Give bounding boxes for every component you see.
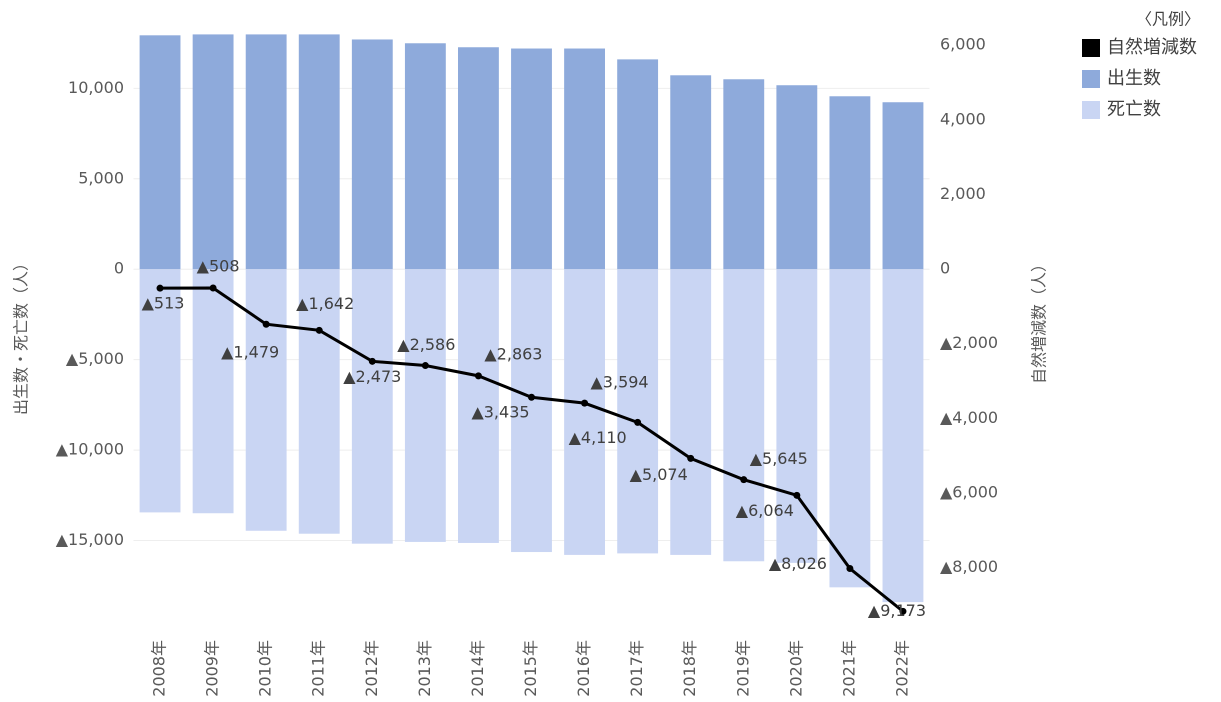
x-tick-label: 2021年 <box>839 640 858 697</box>
line-point <box>581 399 589 407</box>
bar <box>192 34 234 270</box>
x-tick-label: 2019年 <box>733 640 752 697</box>
bar <box>192 269 234 514</box>
data-label: ▲513 <box>142 294 185 313</box>
bar <box>723 269 765 562</box>
bar <box>351 39 393 270</box>
line-point <box>740 476 748 484</box>
line-point <box>793 491 801 499</box>
line-point <box>156 284 164 292</box>
bar <box>245 269 287 531</box>
x-tick-label: 2013年 <box>415 640 434 697</box>
data-label: ▲1,479 <box>221 343 279 362</box>
line-point <box>262 320 270 328</box>
y2-axis-label: 自然増減数（人） <box>1030 256 1049 384</box>
bar <box>617 59 659 270</box>
data-label: ▲2,863 <box>484 344 542 363</box>
data-label: ▲6,064 <box>736 501 794 520</box>
legend-label: 死亡数 <box>1107 99 1161 120</box>
y2-tick-label: ▲4,000 <box>940 408 998 427</box>
bar <box>351 269 393 544</box>
x-tick-label: 2008年 <box>150 640 169 697</box>
bar <box>298 34 340 270</box>
bar <box>829 96 871 270</box>
bar <box>882 269 924 603</box>
data-label: ▲5,074 <box>630 465 688 484</box>
y2-tick-label: 2,000 <box>940 184 986 203</box>
bar <box>139 269 181 513</box>
data-label: ▲3,435 <box>471 403 529 422</box>
bar <box>404 269 446 542</box>
y2-tick-label: ▲6,000 <box>940 482 998 501</box>
y2-tick-label: 4,000 <box>940 109 986 128</box>
bar <box>670 269 712 555</box>
legend-swatch <box>1082 39 1100 57</box>
line-point <box>687 454 695 462</box>
data-label: ▲3,594 <box>591 373 649 392</box>
data-label: ▲1,642 <box>296 294 354 313</box>
y-tick-label: ▲10,000 <box>56 440 124 459</box>
y-tick-label: 5,000 <box>78 168 124 187</box>
y2-tick-label: ▲2,000 <box>940 333 998 352</box>
y-tick-label: 0 <box>114 259 124 278</box>
x-tick-label: 2016年 <box>574 640 593 697</box>
bar <box>829 269 871 588</box>
x-tick-label: 2018年 <box>680 640 699 697</box>
bar <box>511 269 552 553</box>
x-tick-label: 2022年 <box>892 640 911 697</box>
line-point <box>474 372 482 380</box>
x-tick-label: 2011年 <box>309 640 328 697</box>
bar <box>882 102 924 270</box>
x-tick-label: 2010年 <box>256 640 275 697</box>
bar <box>670 75 712 270</box>
bar <box>617 269 659 554</box>
line-point <box>846 565 854 573</box>
data-label: ▲5,645 <box>750 449 808 468</box>
legend-label: 出生数 <box>1107 68 1161 89</box>
bar <box>458 269 499 543</box>
bar <box>564 48 605 270</box>
y2-tick-label: ▲8,000 <box>940 557 998 576</box>
bar <box>404 43 446 270</box>
y-tick-label: 10,000 <box>68 78 124 97</box>
data-label: ▲4,110 <box>569 428 627 447</box>
x-tick-label: 2017年 <box>627 640 646 697</box>
bar <box>723 79 765 270</box>
bar <box>298 269 340 534</box>
data-label: ▲508 <box>197 256 240 275</box>
bar <box>776 85 818 270</box>
bar <box>458 47 499 270</box>
bar <box>564 269 605 555</box>
line-point <box>634 418 642 426</box>
x-tick-label: 2012年 <box>362 640 381 697</box>
x-tick-label: 2014年 <box>468 640 487 697</box>
data-label: ▲9,173 <box>868 601 926 620</box>
line-point <box>315 326 323 334</box>
line-point <box>528 393 535 401</box>
data-label: ▲2,586 <box>397 335 455 354</box>
x-tick-label: 2020年 <box>786 640 805 697</box>
y2-tick-label: 0 <box>940 259 950 278</box>
y-tick-label: ▲15,000 <box>56 530 124 549</box>
bar <box>511 48 552 270</box>
bar <box>245 34 287 270</box>
x-tick-label: 2009年 <box>203 640 222 697</box>
line-point <box>421 362 429 370</box>
bar <box>139 35 181 270</box>
legend-title: 〈凡例〉 <box>1136 10 1200 29</box>
legend-swatch <box>1082 70 1100 88</box>
y-tick-label: ▲5,000 <box>66 349 124 368</box>
y-axis-label: 出生数・死亡数（人） <box>12 255 31 415</box>
line-point <box>368 357 376 365</box>
line-point <box>899 607 907 615</box>
line-point <box>209 284 217 292</box>
legend-label: 自然増減数 <box>1107 37 1197 58</box>
data-label: ▲2,473 <box>343 367 401 386</box>
y2-tick-label: 6,000 <box>940 35 986 54</box>
legend-swatch <box>1082 101 1100 119</box>
data-label: ▲8,026 <box>769 554 827 573</box>
x-tick-label: 2015年 <box>521 640 540 697</box>
